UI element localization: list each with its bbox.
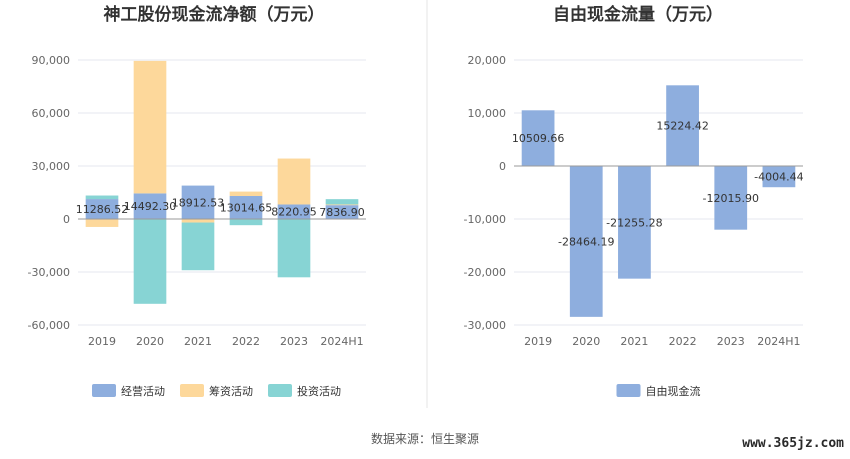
y-tick-label: -20,000 [464,266,506,279]
bar [277,158,311,205]
bar [618,166,651,279]
y-tick-label: 90,000 [32,54,71,67]
y-tick-label: 0 [63,213,70,226]
watermark-text: www.365jz.com [742,436,844,451]
bar [569,166,603,317]
bar [85,195,119,200]
y-tick-label: -10,000 [464,213,506,226]
bar [133,193,167,219]
data-label: 18912.53 [172,196,225,209]
legend-label[interactable]: 自由现金流 [646,384,701,398]
bar [181,185,215,219]
data-label: -28464.19 [558,235,614,248]
bar [521,110,555,166]
chart-title: 神工股份现金流净额（万元） [104,4,325,25]
bar [325,205,359,219]
legend-label[interactable]: 筹资活动 [209,384,253,398]
bar [181,219,215,223]
x-tick-label: 2024H1 [757,335,800,348]
y-tick-label: 30,000 [32,160,71,173]
legend-label[interactable]: 投资活动 [297,384,341,398]
source-text: 数据来源：恒生聚源 [370,432,479,446]
legend-swatch[interactable] [616,384,641,397]
x-tick-label: 2023 [717,335,745,348]
data-label: 7836.90 [319,206,365,219]
legend-swatch[interactable] [92,384,116,397]
data-label: -4004.44 [754,171,803,184]
bar [133,60,167,194]
legend-swatch[interactable] [180,384,204,397]
bar [229,196,263,219]
y-tick-label: -30,000 [28,266,70,279]
x-tick-label: 2022 [232,335,260,348]
y-tick-label: -60,000 [28,319,70,332]
bar [762,166,796,188]
y-tick-label: 0 [499,160,506,173]
bar [714,166,748,230]
x-tick-label: 2020 [136,335,164,348]
chart-title: 自由现金流量（万元） [553,4,723,25]
data-label: 15224.42 [656,120,709,133]
data-label: -21255.28 [606,216,662,229]
bar [325,204,359,206]
data-label: -12015.90 [703,192,759,205]
x-tick-label: 2019 [88,335,116,348]
x-tick-label: 2022 [669,335,697,348]
bar [666,85,699,166]
bar [229,191,263,197]
bar [85,219,119,227]
bar [229,219,263,226]
bar [325,199,359,205]
bar [277,204,311,219]
right-chart: 自由现金流量（万元） 20,000 10,000 0 -10,000 -20,000 -30… [464,4,804,398]
legend-label[interactable]: 经营活动 [121,384,165,398]
bar [181,222,215,271]
bar [277,219,311,278]
y-tick-label: 60,000 [32,107,71,120]
bar [85,199,119,219]
x-tick-label: 2021 [184,335,212,348]
data-label: 11286.52 [76,203,129,216]
y-tick-label: 20,000 [468,54,507,67]
legend-swatch[interactable] [268,384,292,397]
left-chart: 神工股份现金流净额（万元） 90,000 60,000 30,000 0 -30,000 -… [28,4,366,398]
data-label: 10509.66 [512,132,565,145]
x-tick-label: 2019 [524,335,552,348]
bar [133,219,167,304]
x-tick-label: 2020 [572,335,600,348]
data-label: 14492.30 [124,200,177,213]
data-label: 8220.95 [271,206,317,219]
y-tick-label: -30,000 [464,319,506,332]
y-tick-label: 10,000 [468,107,507,120]
x-tick-label: 2024H1 [320,335,363,348]
x-tick-label: 2021 [620,335,648,348]
data-label: 13014.65 [220,202,273,215]
x-tick-label: 2023 [280,335,308,348]
